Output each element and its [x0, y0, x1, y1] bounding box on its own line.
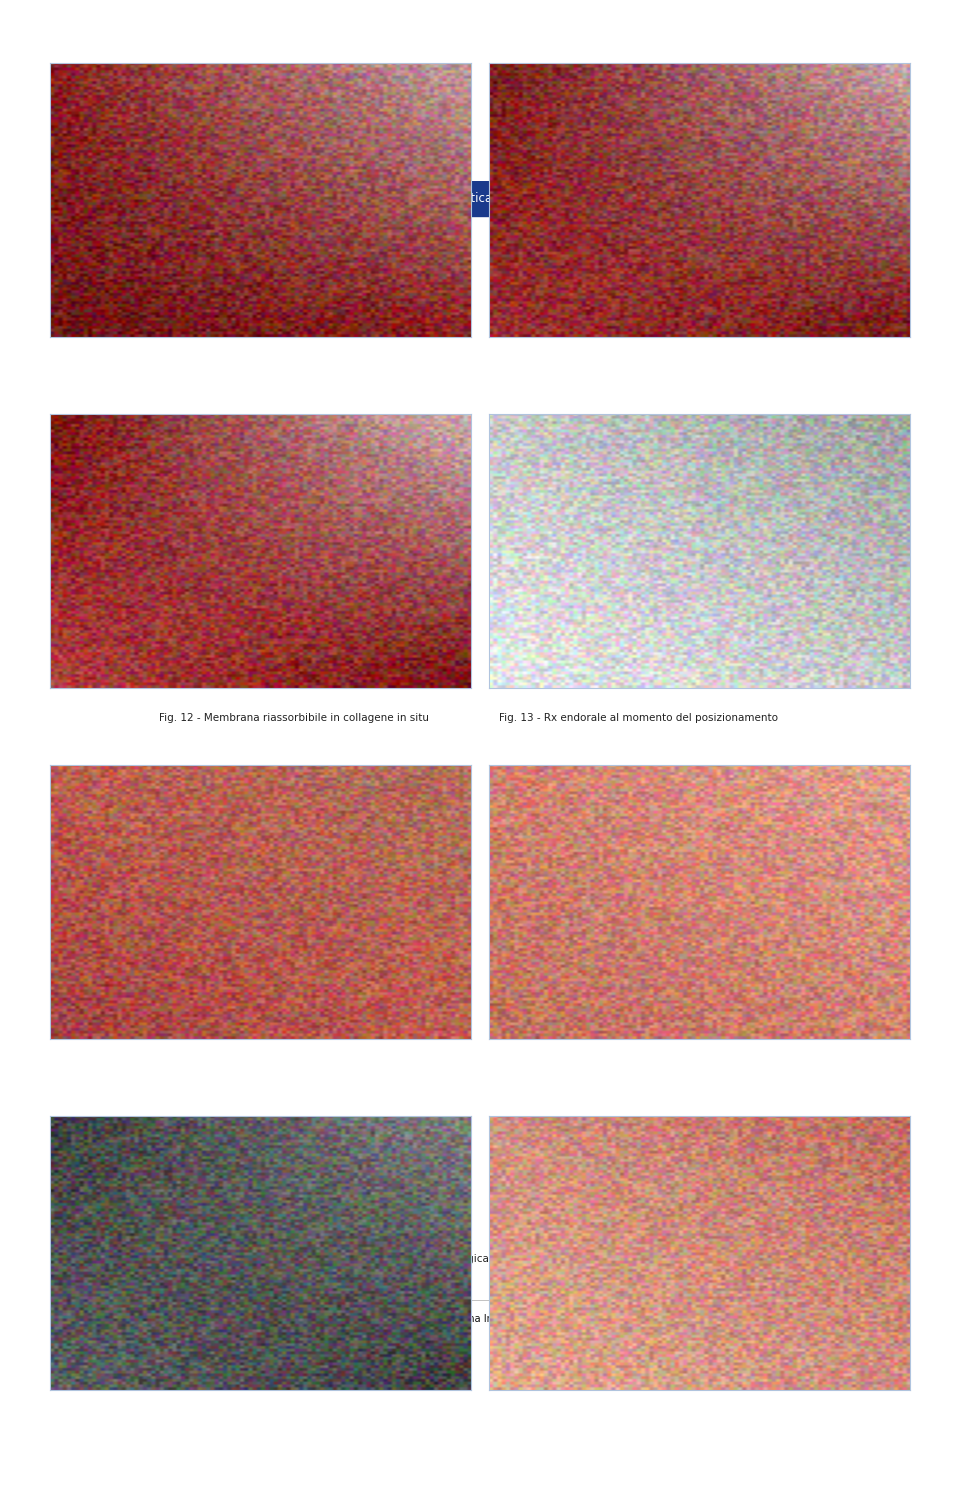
Text: 20: 20 — [158, 1312, 177, 1326]
Text: Fig. 16 - Rx endorale al momento della seconda fase chirurgica: Fig. 16 - Rx endorale al momento della s… — [158, 1253, 489, 1264]
Bar — [120, 181, 864, 216]
Text: Fig. 10 - Microinnesti di osso autologo: Fig. 10 - Microinnesti di osso autologo — [158, 443, 356, 452]
Text: E: E — [198, 1312, 207, 1326]
Text: Sistema Implantare Exacone®: estetica e funzionalità anche in situazioni limite: Sistema Implantare Exacone®: estetica e … — [256, 192, 728, 205]
Text: Fig. 15: Fig. 15 — [498, 983, 534, 994]
Text: Fig. 17 - Guarigione a 2 settimane dalla seconda fase chirurgica: Fig. 17 - Guarigione a 2 settimane dalla… — [498, 1253, 833, 1264]
Text: XACONE: XACONE — [204, 1313, 253, 1324]
Text: Fig. 13 - Rx endorale al momento del posizionamento: Fig. 13 - Rx endorale al momento del pos… — [498, 713, 778, 724]
Text: Fig. 11 - Ricostruzione della cresta tramite materiale alloplastico
       e mem: Fig. 11 - Ricostruzione della cresta tra… — [498, 443, 836, 464]
Text: Figg. 14, 15 - Seconda fase chirurgica: Figg. 14, 15 - Seconda fase chirurgica — [158, 983, 356, 994]
Text: Fig. 12 - Membrana riassorbibile in collagene in situ: Fig. 12 - Membrana riassorbibile in coll… — [158, 713, 429, 724]
Text: NEWS 7/09.2008  –  Il Bollettino del Sistema Implantare LEONE: NEWS 7/09.2008 – Il Bollettino del Siste… — [261, 1313, 575, 1324]
